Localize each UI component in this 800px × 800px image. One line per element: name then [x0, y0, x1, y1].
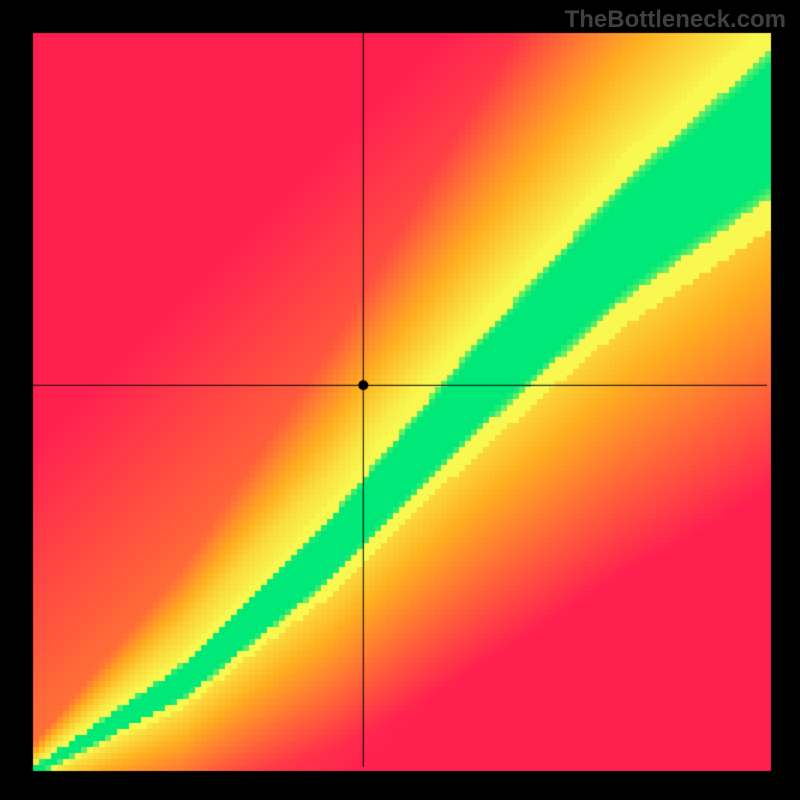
watermark-text: TheBottleneck.com: [565, 6, 786, 34]
chart-container: TheBottleneck.com: [0, 0, 800, 800]
bottleneck-heatmap: [0, 0, 800, 800]
